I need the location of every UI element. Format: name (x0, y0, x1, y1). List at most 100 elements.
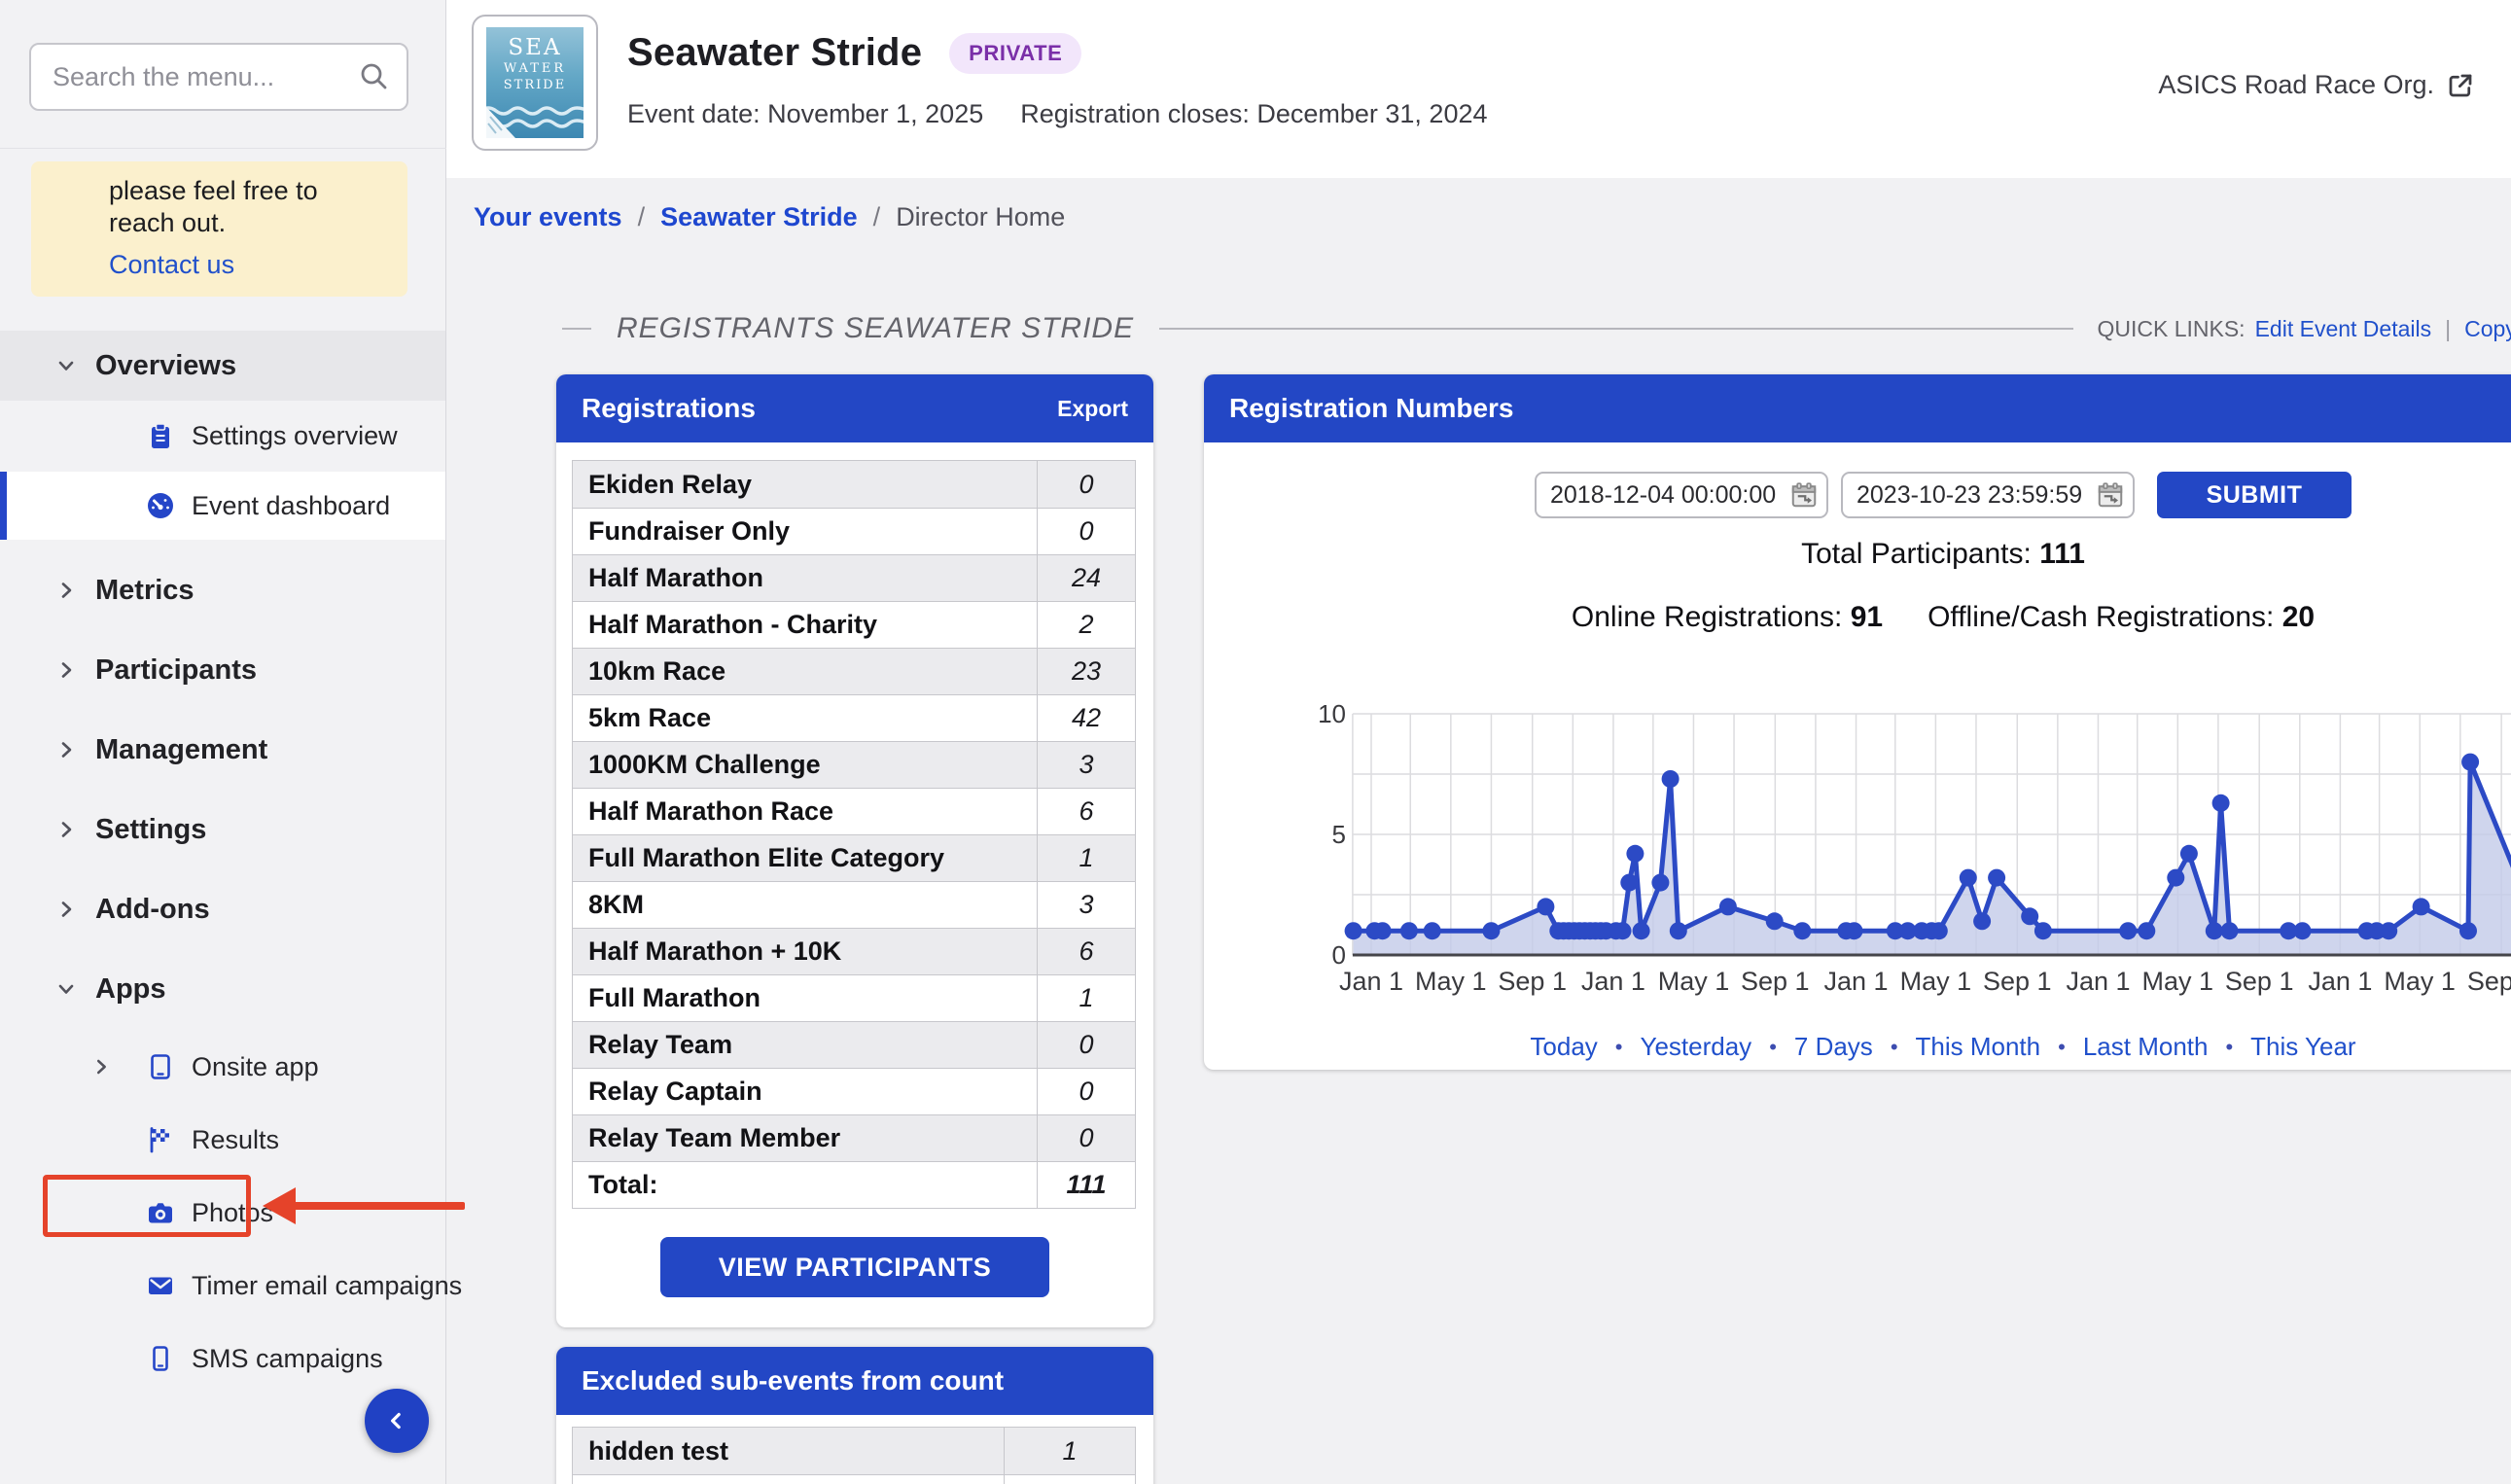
svg-text:Sep 1: Sep 1 (1498, 967, 1567, 996)
sub-event-count: 2 (1037, 602, 1135, 648)
chevron-right-icon (54, 738, 78, 761)
chevron-right-icon (54, 579, 78, 602)
breadcrumb-item-seawater-stride[interactable]: Seawater Stride (660, 201, 858, 231)
range-link-today[interactable]: Today (1530, 1032, 1598, 1061)
sub-event-name: Relay Team Member (588, 1123, 841, 1152)
sub-event-count: 1 (1037, 975, 1135, 1021)
date-from-input[interactable] (1537, 480, 1787, 510)
event-logo: SEA WATER STRIDE (472, 15, 598, 151)
sidebar-divider (0, 148, 446, 149)
clipboard-icon (146, 422, 175, 451)
sidebar-section-participants[interactable]: Participants (0, 641, 445, 699)
sidebar-item-settings-overview[interactable]: Settings overview (0, 401, 445, 472)
envelope-icon (146, 1271, 175, 1300)
sidebar-section-metrics[interactable]: Metrics (0, 561, 445, 619)
online-registrations-stat: Online Registrations: 91 (1572, 601, 1883, 634)
chevron-right-icon (54, 898, 78, 921)
range-link-this-year[interactable]: This Year (2250, 1032, 2356, 1061)
range-link-this-month[interactable]: This Month (1915, 1032, 2041, 1061)
chevron-right-icon (90, 1056, 112, 1078)
sidebar-item-photos[interactable]: Photos (0, 1184, 445, 1242)
sidebar-item-sms-campaigns[interactable]: SMS campaigns (0, 1329, 445, 1388)
total-label: Total: (588, 1170, 658, 1199)
sub-event-count: 23 (1037, 649, 1135, 694)
search-input[interactable] (31, 60, 358, 93)
table-row: Full Marathon Elite Category 1 (573, 834, 1135, 881)
range-link-yesterday[interactable]: Yesterday (1640, 1032, 1752, 1061)
registration-numbers-title: Registration Numbers (1229, 393, 1514, 423)
sidebar-section-label: Apps (95, 972, 166, 1005)
sidebar-section-overviews[interactable]: Overviews (0, 331, 445, 401)
sidebar-item-label: SMS campaigns (192, 1343, 383, 1373)
export-button[interactable]: Export (1057, 395, 1128, 421)
offline-registrations-stat: Offline/Cash Registrations: 20 (1927, 601, 2315, 634)
calendar-icon[interactable] (2096, 480, 2125, 510)
sub-event-name: 5km Race (588, 703, 712, 732)
svg-text:Jan 1: Jan 1 (2066, 967, 2130, 996)
phone-icon (146, 1344, 175, 1373)
table-row: hidden test 1 (573, 1428, 1135, 1474)
table-row-stub (573, 1474, 1135, 1484)
sidebar-section-apps[interactable]: Apps (0, 960, 445, 1018)
excluded-title: Excluded sub-events from count (582, 1365, 1005, 1396)
table-row: Fundraiser Only 0 (573, 508, 1135, 554)
section-header: REGISTRANTS SEAWATER STRIDE QUICK LINKS:… (562, 309, 2511, 348)
notice-text-line1: please feel free to (109, 176, 318, 205)
sub-event-name: Full Marathon (588, 983, 760, 1012)
svg-text:May 1: May 1 (1415, 967, 1487, 996)
sidebar-section-management[interactable]: Management (0, 721, 445, 779)
sub-event-name: Half Marathon + 10K (588, 936, 842, 966)
sub-event-name: Relay Captain (588, 1077, 762, 1106)
quick-link-copy-event[interactable]: Copy Event (2464, 315, 2511, 341)
svg-text:Sep 1: Sep 1 (1983, 967, 2052, 996)
sidebar-section-label: Management (95, 733, 268, 765)
sidebar-item-label: Timer email campaigns (192, 1270, 463, 1300)
svg-text:Jan 1: Jan 1 (2308, 967, 2372, 996)
sub-event-count: 1 (1037, 835, 1135, 881)
sidebar-item-label: Photos (192, 1197, 274, 1227)
chevron-down-icon (54, 354, 78, 377)
sub-event-count: 0 (1037, 461, 1135, 508)
sub-event-name: 10km Race (588, 656, 726, 686)
sidebar-item-label: Onsite app (192, 1051, 319, 1081)
sidebar-section-settings[interactable]: Settings (0, 800, 445, 859)
sidebar-item-event-dashboard[interactable]: Event dashboard (0, 472, 445, 540)
status-badge: PRIVATE (949, 32, 1082, 74)
logo-waves (486, 106, 584, 138)
excluded-subevents-panel: Excluded sub-events from count hidden te… (556, 1347, 1153, 1484)
range-link-7-days[interactable]: 7 Days (1793, 1032, 1873, 1061)
sub-event-name: hidden test (588, 1435, 729, 1466)
breadcrumb: Your events / Seawater Stride / Director Hom… (474, 178, 1065, 256)
svg-text:Jan 1: Jan 1 (1581, 967, 1645, 996)
sidebar-section-add-ons[interactable]: Add-ons (0, 880, 445, 938)
sub-event-count: 42 (1037, 695, 1135, 741)
range-separator: • (1769, 1034, 1777, 1059)
sidebar-collapse-button[interactable] (365, 1389, 429, 1453)
date-to-input[interactable] (1843, 480, 2094, 510)
quick-link-edit-event-details[interactable]: Edit Event Details (2254, 315, 2432, 341)
sidebar-item-timer-email-campaigns[interactable]: Timer email campaigns (0, 1256, 462, 1315)
sidebar-item-onsite-app[interactable]: Onsite app (0, 1038, 445, 1096)
registration-numbers-panel: Registration Numbers SUBMIT Total Partic… (1204, 374, 2511, 1070)
view-participants-button[interactable]: VIEW PARTICIPANTS (660, 1237, 1049, 1297)
sidebar-section-label: Participants (95, 654, 257, 686)
contact-us-link[interactable]: Contact us (109, 250, 235, 279)
search-icon[interactable] (358, 60, 391, 93)
sidebar-item-results[interactable]: Results (0, 1111, 445, 1169)
tablet-icon (146, 1052, 175, 1081)
table-row: 1000KM Challenge 3 (573, 741, 1135, 788)
sidebar: please feel free to reach out. Contact u… (0, 0, 462, 1484)
section-rule-left (562, 328, 591, 330)
online-registrations-label: Online Registrations: (1571, 601, 1843, 633)
sub-event-name: Half Marathon - Charity (588, 610, 878, 639)
breadcrumb-item-your-events[interactable]: Your events (474, 201, 622, 231)
sidebar-section-label: Metrics (95, 574, 195, 606)
table-row: Half Marathon 24 (573, 554, 1135, 601)
range-link-last-month[interactable]: Last Month (2082, 1032, 2209, 1061)
calendar-icon[interactable] (1789, 480, 1819, 510)
submit-button[interactable]: SUBMIT (2157, 472, 2352, 518)
organization-link[interactable]: ASICS Road Race Org. (2158, 70, 2475, 100)
sub-event-count: 6 (1037, 789, 1135, 834)
svg-text:May 1: May 1 (1900, 967, 1972, 996)
sidebar-item-label: Results (192, 1124, 280, 1154)
